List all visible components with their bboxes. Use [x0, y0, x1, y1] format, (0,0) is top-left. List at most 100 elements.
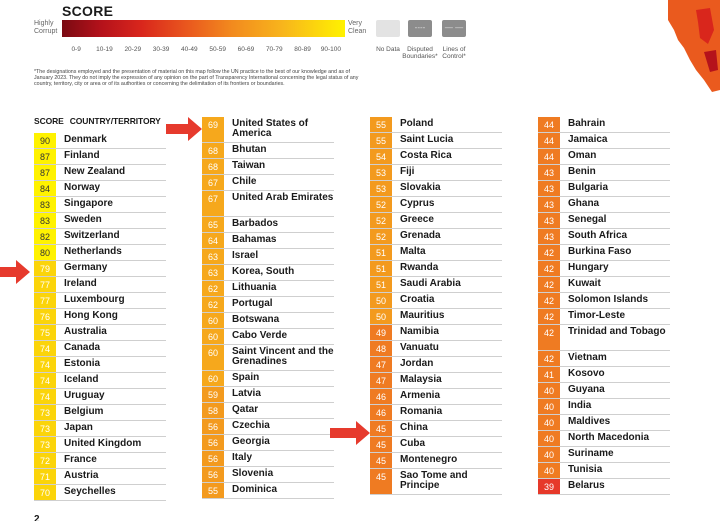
country-name: Israel: [232, 250, 259, 261]
country-row: 56 Italy: [202, 451, 334, 467]
ranking-column-4: 44 Bahrain 44 Jamaica 44 Oman 43 Benin 43 Bulgari…: [538, 117, 670, 495]
country-row: 51 Rwanda: [370, 261, 502, 277]
country-name: Tunisia: [568, 464, 603, 475]
country-row: 50 Mauritius: [370, 309, 502, 325]
score-cell: 52: [370, 229, 392, 244]
country-row: 80 Netherlands: [34, 245, 166, 261]
score-cell: 45: [370, 453, 392, 468]
score-cell: 43: [538, 213, 560, 228]
score-gradient-bar: [62, 20, 345, 37]
score-cell: 79: [34, 261, 56, 276]
country-row: 73 United Kingdom: [34, 437, 166, 453]
country-name: Ireland: [64, 278, 97, 289]
score-cell: 42: [538, 277, 560, 292]
country-row: 79 Germany: [34, 261, 166, 277]
country-row: 40 Suriname: [538, 447, 670, 463]
country-name: Timor-Leste: [568, 310, 626, 321]
score-cell: 73: [34, 421, 56, 436]
country-name: Bahrain: [568, 118, 606, 129]
country-row: 44 Oman: [538, 149, 670, 165]
country-row: 52 Greece: [370, 213, 502, 229]
score-cell: 47: [370, 373, 392, 388]
score-cell: 41: [538, 367, 560, 382]
country-name: Saint Vincent and the Grenadines: [232, 346, 334, 367]
country-name: Barbados: [232, 218, 279, 229]
legend-tick: 20-29: [124, 46, 142, 53]
country-name: Taiwan: [232, 160, 266, 171]
legend-tick: 10-19: [96, 46, 113, 53]
legend-tick: 30-39: [152, 46, 170, 53]
score-cell: 82: [34, 229, 56, 244]
country-name: Guyana: [568, 384, 605, 395]
country-row: 49 Namibia: [370, 325, 502, 341]
country-row: 90 Denmark: [34, 133, 166, 149]
country-name: South Africa: [568, 230, 628, 241]
country-name: Vietnam: [568, 352, 607, 363]
country-row: 52 Cyprus: [370, 197, 502, 213]
score-cell: 42: [538, 293, 560, 308]
country-row: 43 Senegal: [538, 213, 670, 229]
country-name: Jordan: [400, 358, 434, 369]
country-name: Switzerland: [64, 230, 120, 241]
score-cell: 73: [34, 405, 56, 420]
country-row: 43 Ghana: [538, 197, 670, 213]
country-name: Hong Kong: [64, 310, 118, 321]
page-number: 2: [34, 514, 40, 521]
country-name: Kuwait: [568, 278, 601, 289]
lines-of-control-swatch: — —: [442, 20, 466, 37]
score-cell: 44: [538, 133, 560, 148]
country-row: 75 Australia: [34, 325, 166, 341]
country-row: 55 Saint Lucia: [370, 133, 502, 149]
country-row: 42 Solomon Islands: [538, 293, 670, 309]
country-name: Seychelles: [64, 486, 116, 497]
arrow-china: [330, 421, 370, 445]
country-row: 62 Portugal: [202, 297, 334, 313]
country-name: Saudi Arabia: [400, 278, 461, 289]
country-name: Estonia: [64, 358, 101, 369]
country-row: 62 Lithuania: [202, 281, 334, 297]
score-cell: 44: [538, 149, 560, 164]
country-row: 51 Saudi Arabia: [370, 277, 502, 293]
country-row: 55 Dominica: [202, 483, 334, 499]
country-row: 53 Slovakia: [370, 181, 502, 197]
ranking-column-1: 90 Denmark 87 Finland 87 New Zealand 84 Norway 8…: [34, 133, 166, 501]
score-cell: 77: [34, 277, 56, 292]
score-cell: 80: [34, 245, 56, 260]
country-name: Sweden: [64, 214, 102, 225]
score-cell: 87: [34, 165, 56, 180]
score-cell: 63: [202, 249, 224, 264]
score-cell: 43: [538, 229, 560, 244]
country-name: Cuba: [400, 438, 425, 449]
legend-tick: 60-69: [237, 46, 255, 53]
score-cell: 51: [370, 277, 392, 292]
country-row: 74 Estonia: [34, 357, 166, 373]
country-name: Namibia: [400, 326, 439, 337]
score-cell: 55: [370, 117, 392, 132]
country-name: Japan: [64, 422, 93, 433]
country-row: 43 Bulgaria: [538, 181, 670, 197]
country-name: Vanuatu: [400, 342, 439, 353]
score-cell: 48: [370, 341, 392, 356]
country-row: 44 Jamaica: [538, 133, 670, 149]
country-row: 60 Spain: [202, 371, 334, 387]
score-cell: 56: [202, 419, 224, 434]
country-row: 84 Norway: [34, 181, 166, 197]
score-cell: 40: [538, 415, 560, 430]
score-cell: 55: [370, 133, 392, 148]
score-cell: 45: [370, 469, 392, 494]
score-cell: 90: [34, 133, 56, 148]
country-name: Oman: [568, 150, 597, 161]
country-row: 67 United Arab Emirates: [202, 191, 334, 217]
legend-left-label: Highly Corrupt: [34, 20, 58, 35]
score-cell: 40: [538, 431, 560, 446]
country-name: Malta: [400, 246, 426, 257]
score-cell: 45: [370, 437, 392, 452]
country-name: Slovakia: [400, 182, 441, 193]
score-cell: 43: [538, 197, 560, 212]
legend-tick: 80-89: [294, 46, 311, 53]
arrow-germany: [0, 260, 30, 284]
country-name: Bulgaria: [568, 182, 609, 193]
country-name: Finland: [64, 150, 100, 161]
country-row: 87 New Zealand: [34, 165, 166, 181]
score-cell: 42: [538, 245, 560, 260]
